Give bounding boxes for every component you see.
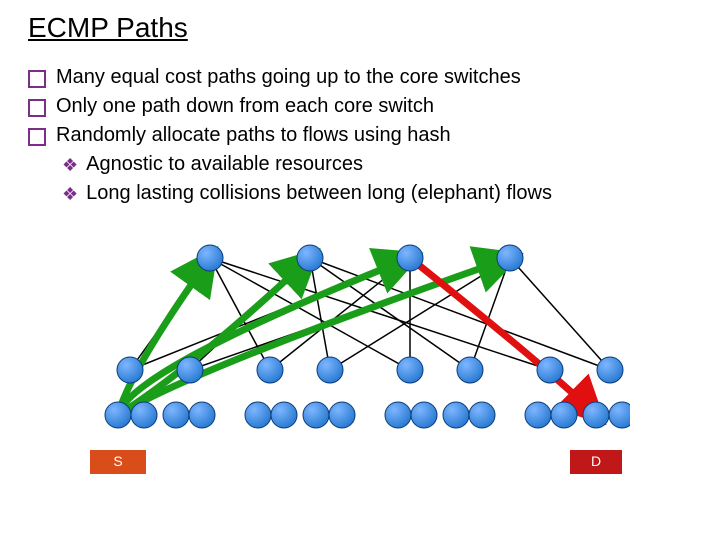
- bullet-text: Randomly allocate paths to flows using h…: [56, 122, 451, 149]
- slide-title: ECMP Paths: [28, 12, 188, 44]
- square-bullet-icon: [28, 99, 46, 117]
- sub-bullet-item: ❖ Long lasting collisions between long (…: [62, 180, 692, 207]
- network-diagram: S D: [90, 240, 630, 500]
- bullet-item: Only one path down from each core switch: [28, 93, 692, 120]
- square-bullet-icon: [28, 128, 46, 146]
- diamond-bullet-icon: ❖: [62, 153, 78, 177]
- bullet-item: Many equal cost paths going up to the co…: [28, 64, 692, 91]
- bullet-list: Many equal cost paths going up to the co…: [28, 64, 692, 209]
- network-svg: [90, 240, 630, 500]
- source-label: S: [90, 450, 146, 474]
- sub-bullet-item: ❖ Agnostic to available resources: [62, 151, 692, 178]
- dest-label: D: [570, 450, 622, 474]
- bullet-text: Agnostic to available resources: [86, 151, 363, 178]
- diamond-bullet-icon: ❖: [62, 182, 78, 206]
- bullet-text: Only one path down from each core switch: [56, 93, 434, 120]
- bullet-text: Many equal cost paths going up to the co…: [56, 64, 521, 91]
- bullet-item: Randomly allocate paths to flows using h…: [28, 122, 692, 149]
- slide: ECMP Paths Many equal cost paths going u…: [0, 0, 720, 540]
- square-bullet-icon: [28, 70, 46, 88]
- bullet-text: Long lasting collisions between long (el…: [86, 180, 552, 207]
